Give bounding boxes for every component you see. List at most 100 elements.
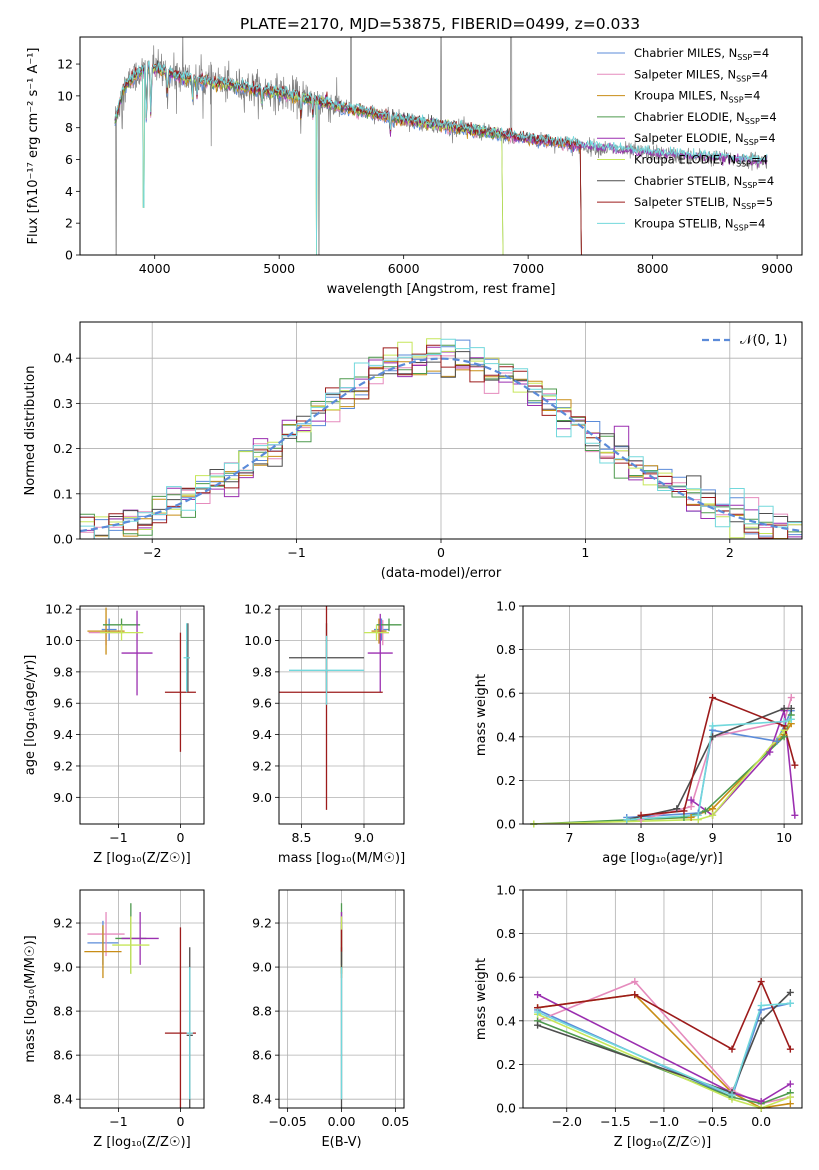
- weight-point: [694, 811, 702, 819]
- x-tick-label: 8: [637, 830, 645, 845]
- plot-area: [114, 37, 768, 255]
- weight-point: [786, 988, 794, 996]
- weight-point: [673, 805, 681, 813]
- weight-point: [680, 813, 688, 821]
- y-tick-label: 0.0: [496, 1101, 516, 1116]
- weight-point: [757, 978, 765, 986]
- y-axis-label: mass weight: [474, 958, 489, 1040]
- panel-weight-vs-age: 7 8 9 10 0.0 0.2 0.4 0.6 0.8 1.0 age [log₁₀(age/yr…: [474, 599, 803, 866]
- weight-point: [701, 807, 709, 815]
- normal-legend-label: 𝒩(0, 1): [740, 333, 787, 348]
- weight-point: [791, 811, 799, 819]
- panel-weight-vs-Z: −2.0 −1.5 −1.0 −0.5 0.0 0.0 0.2 0.4 0.6 0.8 1.0 Z […: [474, 883, 803, 1150]
- y-tick-label: 10.0: [45, 633, 73, 648]
- weight-point: [623, 816, 631, 824]
- y-tick-label: 8.6: [53, 1048, 73, 1063]
- y-axis-label: mass weight: [474, 674, 489, 756]
- y-tick-label: 10.2: [45, 602, 73, 617]
- legend-entry: Chabrier MILES, NSSP=4: [634, 46, 769, 62]
- axes-frame: [278, 605, 405, 825]
- plot-area: [84, 903, 196, 1108]
- x-tick-label: 7000: [512, 261, 544, 276]
- weight-point: [687, 813, 695, 821]
- x-tick-label: −1: [109, 1114, 127, 1129]
- legend-entry: Kroupa MILES, NSSP=4: [634, 89, 760, 105]
- y-tick-label: 8.4: [252, 1092, 272, 1107]
- x-tick-label: −2.0: [552, 1114, 582, 1129]
- y-tick-label: 0.4: [496, 1013, 516, 1028]
- weight-point: [786, 999, 794, 1007]
- x-tick-label: 0.0: [751, 1114, 771, 1129]
- weight-point: [728, 1045, 736, 1053]
- y-tick-label: 0.0: [496, 817, 516, 832]
- panel-residuals: −2 −1 0 1 2 0.0 0.1 0.2 0.3 0.4 (data-model)/error…: [23, 321, 803, 581]
- weight-point: [631, 978, 639, 986]
- spectrum-legend: Chabrier MILES, NSSP=4 Salpeter MILES, NS…: [597, 46, 777, 232]
- y-tick-label: 0.3: [53, 396, 73, 411]
- weight-line-6: [537, 1013, 791, 1108]
- y-tick-label: 10: [57, 88, 73, 103]
- x-tick-label: 0.00: [328, 1114, 356, 1129]
- x-axis-label: mass [log₁₀(M/M☉)]: [278, 851, 405, 866]
- x-tick-label: 0: [176, 830, 184, 845]
- panel-mass-vs-Z: −1 0 8.4 8.6 8.8 9.0 9.2 Z [log₁₀(Z/Z☉)] mass [l…: [23, 889, 205, 1150]
- weight-line-5: [537, 993, 791, 1103]
- y-tick-label: 9.0: [53, 960, 73, 975]
- y-tick-label: 0.0: [53, 532, 73, 547]
- weight-point: [786, 1045, 794, 1053]
- y-tick-label: 1.0: [496, 883, 516, 898]
- x-tick-label: −1.5: [600, 1114, 630, 1129]
- panel-age-vs-mass: 8.5 9.0 9.0 9.2 9.4 9.6 9.8 10.0 10.2 mass [log₁₀…: [244, 602, 405, 866]
- weight-point: [757, 1002, 765, 1010]
- y-tick-label: 9.4: [252, 727, 272, 742]
- axes-frame: [79, 321, 803, 540]
- legend-entry: Chabrier STELIB, NSSP=4: [634, 174, 774, 190]
- weight-point: [780, 704, 788, 712]
- y-axis-label: Flux [fλ10⁻¹⁷ erg cm⁻² s⁻¹ A⁻¹]: [26, 48, 41, 245]
- y-tick-label: 0.8: [496, 926, 516, 941]
- weight-point: [631, 991, 639, 999]
- y-axis-label: mass [log₁₀(M/M☉)]: [23, 935, 38, 1062]
- x-tick-label: −1: [109, 830, 127, 845]
- legend-entry: Salpeter ELODIE, NSSP=4: [634, 131, 776, 147]
- x-tick-label: −0.5: [697, 1114, 727, 1129]
- x-tick-label: 10: [776, 830, 792, 845]
- weight-point: [709, 722, 717, 730]
- weight-point: [787, 704, 795, 712]
- y-tick-label: 9.4: [53, 727, 73, 742]
- weight-point: [786, 1100, 794, 1108]
- panel-age-vs-Z: −1 0 9.0 9.2 9.4 9.6 9.8 10.0 10.2 Z [log₁₀(Z/Z☉)…: [23, 602, 205, 866]
- normal-distribution-curve: [80, 357, 800, 533]
- weight-point: [791, 761, 799, 769]
- y-tick-label: 9.2: [53, 916, 73, 931]
- x-tick-label: 8.5: [292, 830, 312, 845]
- x-axis-label: Z [log₁₀(Z/Z☉)]: [614, 1135, 711, 1150]
- y-tick-label: 0.6: [496, 686, 516, 701]
- weight-point: [687, 803, 695, 811]
- y-tick-label: 0.4: [53, 351, 73, 366]
- x-tick-label: 9.0: [354, 830, 374, 845]
- weight-point: [766, 748, 774, 756]
- plot-area: [279, 606, 402, 810]
- axes-frame: [522, 605, 803, 825]
- x-tick-label: 0: [437, 545, 445, 560]
- y-tick-label: 8: [65, 120, 73, 135]
- x-tick-label: 1: [581, 545, 589, 560]
- weight-point: [757, 1017, 765, 1025]
- y-tick-label: 9.2: [252, 916, 272, 931]
- panel-spectrum: 4000 5000 6000 7000 8000 9000 0 2 4 6 8 10 12 wavelen…: [26, 36, 803, 297]
- x-axis-label: (data-model)/error: [381, 566, 502, 581]
- weight-point: [534, 1021, 542, 1029]
- x-tick-label: −1.0: [649, 1114, 679, 1129]
- x-tick-label: 0.05: [381, 1114, 409, 1129]
- x-tick-label: 7: [566, 830, 574, 845]
- y-tick-label: 0: [65, 248, 73, 263]
- y-tick-label: 9.6: [53, 696, 73, 711]
- figure-title: PLATE=2170, MJD=53875, FIBERID=0499, z=0…: [240, 15, 640, 33]
- y-tick-label: 12: [57, 57, 73, 72]
- weight-point: [786, 1080, 794, 1088]
- x-tick-label: 8000: [637, 261, 669, 276]
- y-tick-label: 8.4: [53, 1092, 73, 1107]
- x-axis-label: Z [log₁₀(Z/Z☉)]: [93, 1135, 190, 1150]
- plot-area: [87, 607, 196, 752]
